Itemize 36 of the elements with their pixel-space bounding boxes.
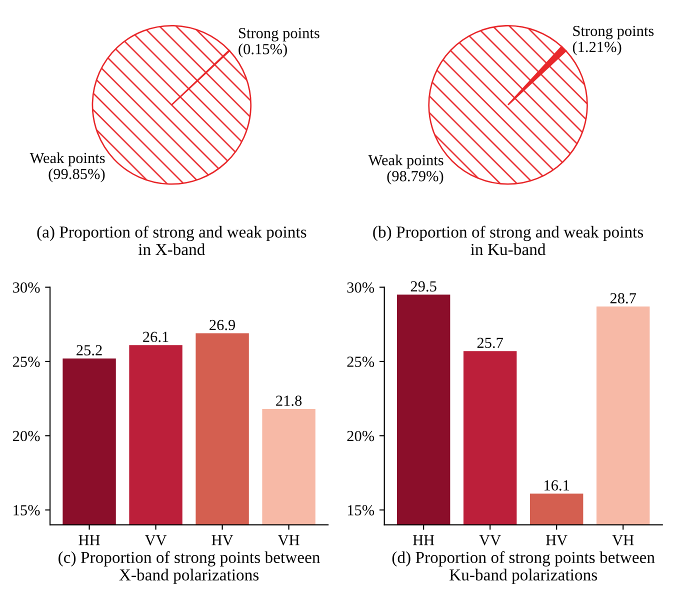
slice-label: Strong points — [573, 26, 654, 40]
data-label: 16.1 — [544, 480, 570, 491]
x-tick-label: HV — [546, 535, 568, 546]
x-tick-label: HV — [212, 535, 234, 546]
x-tick-label: HH — [78, 535, 100, 546]
text: (c) Proportion of strong points between X-band polarizations — [58, 551, 320, 584]
text: (d) Proportion of strong points between Ku-band polarizations — [392, 551, 655, 584]
y-tick-label: 30% — [347, 282, 374, 293]
x-tick-label: VH — [612, 535, 634, 546]
x-tick-label: VV — [479, 535, 501, 546]
slice-label: Strong points — [239, 28, 320, 42]
x-tick-label: VH — [278, 535, 300, 546]
y-tick-label: 25% — [347, 356, 374, 367]
y-tick-label: 15% — [348, 505, 374, 516]
data-label: (1.21%) — [572, 41, 622, 56]
x-tick-label: HH — [412, 535, 434, 546]
data-label: 28.7 — [610, 293, 636, 304]
y-tick-label: 25% — [12, 356, 40, 367]
y-tick-label: 30% — [13, 282, 40, 293]
data-label: (0.15%) — [238, 44, 287, 58]
data-label: (99.85%) — [48, 168, 105, 182]
text: (b) Proportion of strong and weak points in Ku-band — [373, 226, 644, 256]
y-tick-label: 20% — [12, 430, 40, 442]
data-label: (98.79%) — [387, 170, 444, 184]
y-tick-label: 20% — [347, 430, 374, 442]
data-label: 26.9 — [210, 320, 236, 330]
x-tick-label: VV — [144, 535, 167, 546]
data-label: 26.1 — [143, 332, 168, 342]
data-label: 25.7 — [477, 338, 504, 348]
slice-label: Weak points — [368, 154, 444, 168]
text: (a) Proportion of strong and weak points in X-band — [37, 226, 306, 256]
data-label: 21.8 — [276, 396, 302, 406]
data-label: 29.5 — [410, 281, 436, 292]
slice-label: Weak points — [30, 152, 105, 166]
y-tick-label: 15% — [14, 505, 40, 516]
data-label: 25.2 — [76, 345, 102, 356]
